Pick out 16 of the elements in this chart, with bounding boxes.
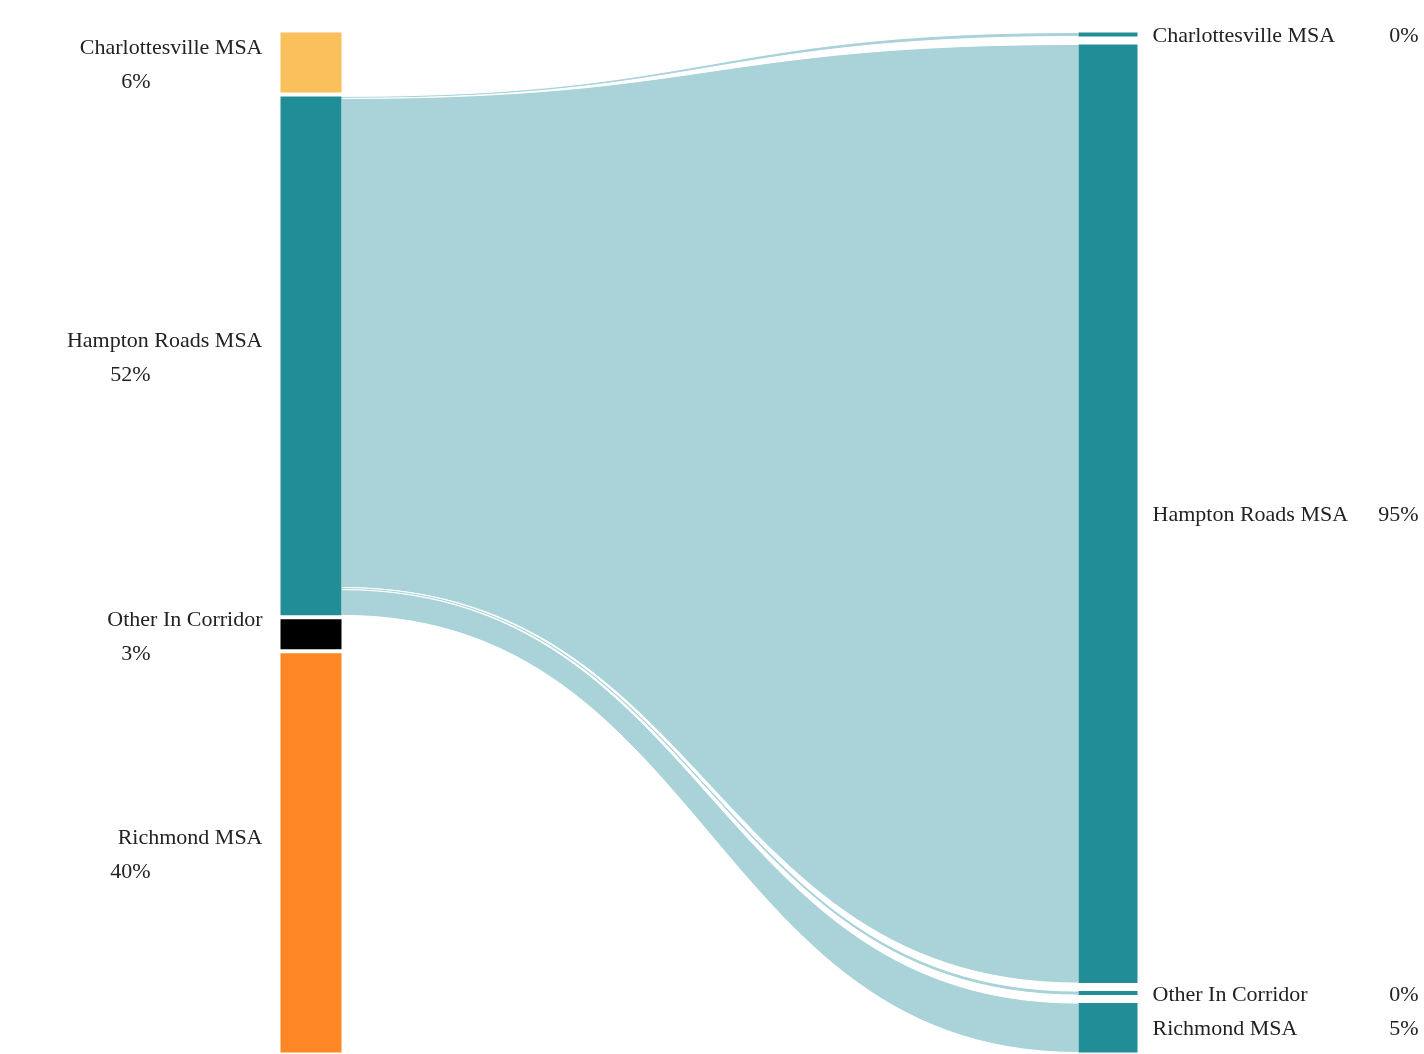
category-label: Charlottesville MSA	[79, 33, 263, 59]
data-label: 3%	[121, 639, 151, 665]
category-label: Other In Corridor	[1152, 980, 1308, 1006]
data-label: 0%	[1389, 980, 1419, 1006]
category-label: Other In Corridor	[107, 605, 264, 631]
category-label: Hampton Roads MSA	[66, 327, 263, 353]
data-label: 6%	[121, 67, 151, 93]
category-label: Richmond MSA	[1152, 1015, 1298, 1041]
category-label: Hampton Roads MSA	[1152, 501, 1349, 527]
data-label: 0%	[1389, 22, 1419, 47]
category-label: Charlottesville MSA	[1152, 22, 1336, 47]
data-label: 5%	[1389, 1015, 1419, 1041]
data-label: 95%	[1378, 501, 1419, 527]
category-label: Richmond MSA	[117, 824, 263, 850]
data-label: 52%	[110, 361, 151, 387]
data-label: 40%	[110, 858, 151, 884]
